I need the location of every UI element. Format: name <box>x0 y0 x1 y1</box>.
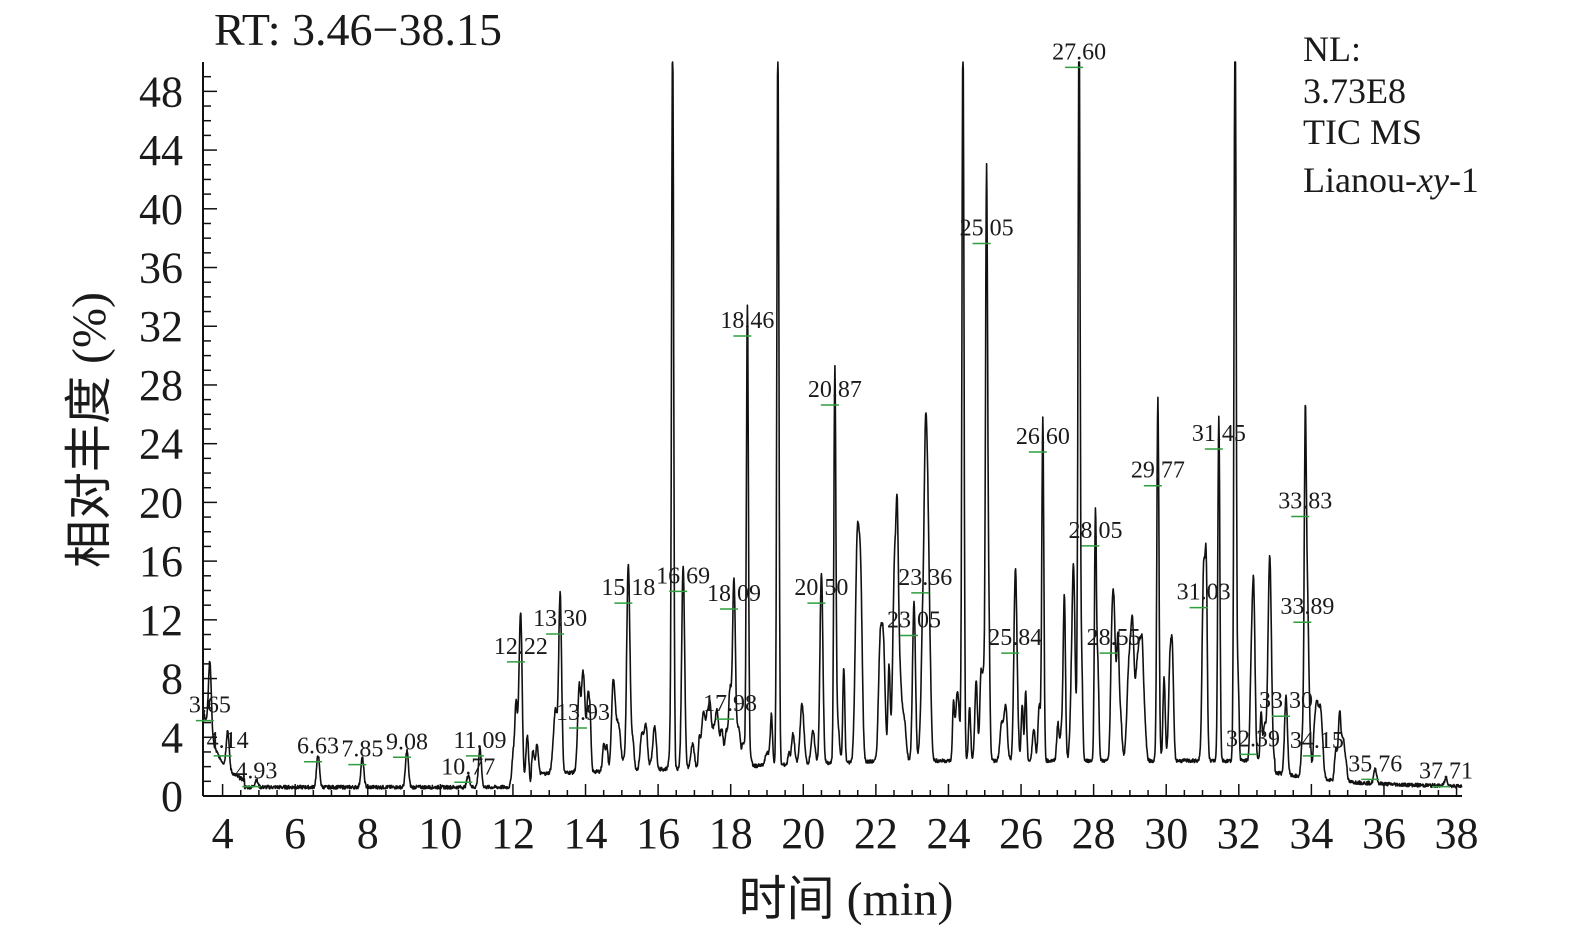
peak-label: 11.09 <box>453 728 506 754</box>
sample-name-italic: xy <box>1416 160 1449 200</box>
y-tick-label: 44 <box>139 126 183 175</box>
x-tick-label: 28 <box>1072 809 1116 858</box>
sample-name: Lianou-xy-1 <box>1303 160 1479 200</box>
y-tick-label: 28 <box>139 361 183 410</box>
y-tick-label: 20 <box>139 478 183 527</box>
peak-label: 13.30 <box>533 606 587 632</box>
peak-label: 37.71 <box>1419 759 1473 785</box>
y-tick-label: 16 <box>139 537 183 586</box>
y-tick-label: 32 <box>139 302 183 351</box>
x-tick-label: 8 <box>357 809 379 858</box>
peak-label: 16.69 <box>656 563 710 589</box>
x-tick-label: 14 <box>564 809 608 858</box>
trace-group <box>202 61 1463 790</box>
peak-label: 15.18 <box>601 575 655 601</box>
peak-label: 4.93 <box>235 759 277 785</box>
peak-label: 28.05 <box>1068 518 1122 544</box>
peak-label: 32.39 <box>1226 726 1280 752</box>
peak-label: 35.76 <box>1348 751 1402 777</box>
peak-label: 27.60 <box>1052 39 1106 65</box>
rt-range-header: RT: 3.46−38.15 <box>214 4 502 55</box>
x-tick-label: 22 <box>854 809 898 858</box>
y-tick-label: 40 <box>139 185 183 234</box>
peak-label: 31.03 <box>1177 580 1231 606</box>
y-axis-title: 相对丰度 (%) <box>63 292 116 568</box>
peak-labels-group: 3.654.144.936.63 7.85 9.0810.7711.0912.221… <box>189 39 1473 788</box>
y-tick-label: 0 <box>161 772 183 821</box>
x-tick-label: 18 <box>709 809 753 858</box>
sample-name-prefix: Lianou- <box>1303 160 1417 200</box>
peak-label: 25.05 <box>960 216 1014 242</box>
peak-label: 23.36 <box>898 565 952 591</box>
x-tick-label: 38 <box>1435 809 1479 858</box>
peak-label: 18.46 <box>720 308 774 334</box>
sample-name-suffix: -1 <box>1449 160 1479 200</box>
peak-label: 20.50 <box>794 575 848 601</box>
x-tick-label: 6 <box>284 809 306 858</box>
peak-label: 9.08 <box>386 729 428 755</box>
x-tick-label: 20 <box>781 809 825 858</box>
x-tick-label: 36 <box>1362 809 1406 858</box>
x-tick-label: 26 <box>999 809 1043 858</box>
x-tick-label: 24 <box>926 809 970 858</box>
x-tick-label: 12 <box>491 809 535 858</box>
y-tick-label: 48 <box>139 67 183 116</box>
peak-label: 20.87 <box>808 377 862 403</box>
x-tick-label: 4 <box>212 809 234 858</box>
x-tick-label: 16 <box>636 809 680 858</box>
y-tick-label: 8 <box>161 655 183 704</box>
peak-label: 12.22 <box>494 634 548 660</box>
peak-label: 28.55 <box>1087 625 1141 651</box>
peak-label: 33.89 <box>1280 594 1334 620</box>
peak-label: 31.45 <box>1192 421 1246 447</box>
x-axis-title: 时间 (min) <box>739 873 954 926</box>
peak-label: 13.93 <box>556 700 610 726</box>
x-tick-label: 32 <box>1217 809 1261 858</box>
peak-label: 4.14 <box>207 728 249 754</box>
y-tick-label: 24 <box>139 420 183 469</box>
peak-label: 33.83 <box>1278 489 1332 515</box>
x-tick-label: 34 <box>1289 809 1333 858</box>
y-tick-label: 36 <box>139 244 183 293</box>
y-tick-label: 12 <box>139 596 183 645</box>
peak-label: 3.65 <box>189 693 231 719</box>
nl-value: 3.73E8 <box>1303 71 1406 111</box>
peak-label: 33.30 <box>1259 688 1313 714</box>
peak-label: 6.63 <box>297 734 339 760</box>
nl-label: NL: <box>1303 29 1361 69</box>
scan-type: TIC MS <box>1303 112 1422 152</box>
x-tick-label: 10 <box>418 809 462 858</box>
peak-label: 29.77 <box>1131 458 1185 484</box>
peak-label: 26.60 <box>1016 424 1070 450</box>
peak-label: 23.05 <box>887 607 941 633</box>
chromatogram-trace <box>202 61 1463 790</box>
peak-label: 25.84 <box>988 625 1042 651</box>
peak-label: 17.98 <box>703 691 757 717</box>
peak-label: 18.09 <box>707 581 761 607</box>
y-tick-label: 4 <box>161 713 183 762</box>
x-tick-label: 30 <box>1144 809 1188 858</box>
peak-label: 7.85 <box>341 737 383 763</box>
peak-label: 34.15 <box>1290 728 1344 754</box>
peak-label: 10.77 <box>441 754 495 780</box>
